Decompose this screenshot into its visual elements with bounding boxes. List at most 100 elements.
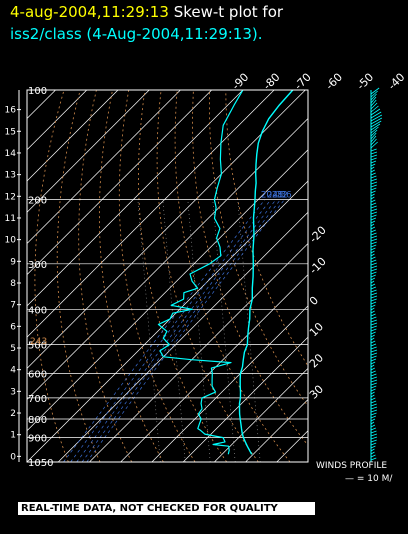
wind-barb [370, 388, 376, 392]
isotherm-line [27, 90, 119, 182]
wind-barb [370, 241, 377, 245]
moist-adiabat-line [137, 199, 161, 462]
isotherm-line [27, 90, 306, 369]
wind-barb [370, 244, 377, 248]
temperature-tick-right: 0 [307, 294, 321, 308]
wind-barb [370, 400, 377, 404]
temperature-tick-top: -60 [323, 71, 345, 93]
wind-barb [370, 151, 378, 155]
isotherm-line [120, 274, 308, 462]
pressure-tick-label: 300 [28, 260, 47, 271]
wind-barb [370, 99, 377, 107]
wind-barb [370, 379, 378, 383]
wind-barb [370, 442, 377, 446]
pressure-tick-label: 800 [28, 415, 47, 426]
height-tick-label: 2 [10, 409, 16, 419]
wind-barb [370, 310, 375, 314]
height-tick-label: 14 [5, 149, 17, 159]
dry-adiabat-line [208, 90, 308, 407]
wind-barb [370, 331, 376, 335]
wind-barb [370, 448, 375, 452]
wind-barb [370, 265, 378, 269]
wind-barb [370, 217, 377, 221]
temperature-tick-top: -40 [386, 71, 408, 93]
height-tick-label: 9 [10, 257, 16, 267]
winds-scale-label: — = 10 M/ [345, 474, 393, 484]
wind-barb [370, 322, 378, 326]
wind-barb [370, 114, 383, 122]
temperature-tick-right: 10 [307, 320, 326, 339]
wind-barb [370, 343, 377, 347]
pressure-tick-label: 600 [28, 369, 47, 380]
temperature-tick-right: -20 [307, 224, 329, 246]
wind-barb [370, 102, 378, 110]
wind-barb [370, 394, 375, 398]
temperature-tick-right: -10 [307, 255, 329, 277]
mixing-ratio-line [70, 199, 272, 462]
wind-barb [370, 457, 377, 461]
temperature-tick-top: -70 [292, 71, 314, 93]
wind-barb [370, 220, 376, 224]
dewpoint-profile [157, 90, 244, 455]
height-tick-label: 15 [5, 127, 16, 137]
wind-barb [370, 409, 378, 413]
temperature-profile [238, 90, 294, 455]
dry-adiabat-line [192, 90, 308, 446]
wind-barb [370, 286, 377, 290]
wind-barb [370, 328, 377, 332]
height-tick-label: 3 [10, 387, 16, 397]
isotherm-line [214, 367, 308, 462]
wind-barb [370, 105, 379, 113]
mixing-ratio-label: 24 [267, 191, 279, 201]
isotherm-line [27, 90, 150, 213]
temperature-tick-right: 30 [307, 383, 326, 402]
wind-barb [370, 292, 378, 296]
wind-barb [370, 367, 375, 371]
wind-barb [370, 202, 377, 206]
wind-barb [370, 138, 377, 146]
wind-barb [370, 289, 377, 293]
wind-barb [370, 120, 382, 128]
wind-barb [370, 223, 375, 227]
wind-barb [370, 325, 377, 329]
wind-barb [370, 211, 378, 215]
pressure-tick-label: 1050 [28, 458, 53, 469]
dry-adiabat-line [99, 90, 164, 462]
wind-barb [370, 271, 377, 275]
subtitle: iss2/class (4-Aug-2004,11:29:13). [10, 25, 263, 43]
wind-barb [370, 373, 377, 377]
wind-barb [370, 397, 376, 401]
wind-barb [370, 361, 376, 365]
wind-barb [370, 358, 377, 362]
wind-barb [370, 205, 377, 209]
dry-adiabat-line [118, 90, 196, 462]
wind-barb [370, 190, 376, 194]
wind-barb [370, 274, 376, 278]
wind-barb [370, 304, 376, 308]
wind-barb [370, 199, 376, 203]
isotherm-line [27, 90, 275, 338]
wind-barb [370, 337, 375, 341]
wind-barb [370, 235, 378, 239]
isotherm-line [182, 336, 308, 462]
wind-barb [370, 298, 377, 302]
theta-label: 243 [30, 337, 47, 347]
wind-barb [370, 370, 376, 374]
wind-barb [370, 313, 376, 317]
height-tick-label: 6 [10, 322, 16, 332]
wind-barb [370, 418, 376, 422]
moist-adiabat-line [212, 199, 236, 462]
wind-barb [370, 439, 377, 443]
wind-barb [370, 148, 377, 152]
wind-barb [370, 277, 376, 281]
isotherm-line [57, 211, 308, 462]
title-line: 4-aug-2004,11:29:13 Skew-t plot for [10, 3, 283, 21]
wind-barb [370, 166, 375, 170]
wind-barb [370, 163, 376, 167]
wind-barb [370, 232, 377, 236]
wind-barb [370, 421, 375, 425]
isotherm-line [307, 461, 308, 462]
temperature-tick-top: -90 [229, 71, 251, 93]
wind-barb [370, 454, 376, 458]
